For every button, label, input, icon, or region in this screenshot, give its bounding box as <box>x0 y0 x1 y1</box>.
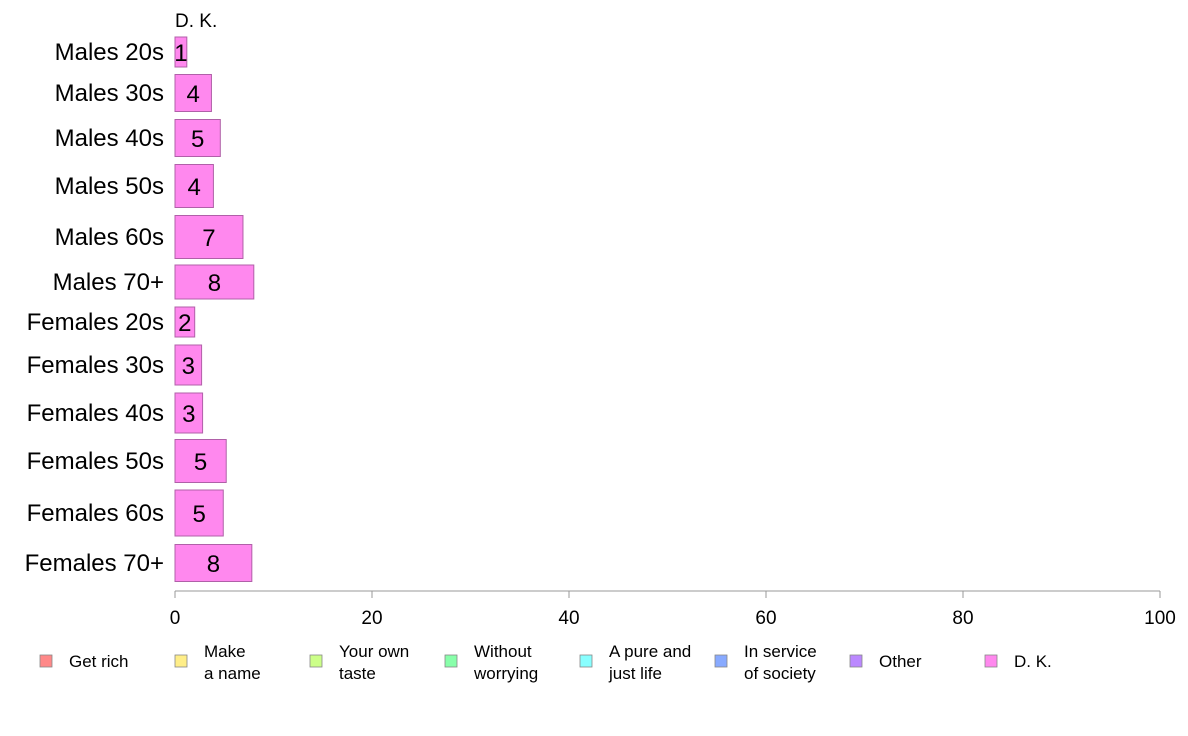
bar-segment <box>174 392 204 434</box>
legend-label: In service of society <box>744 642 817 683</box>
legend: Get rich Make a name Your own taste Without wo… <box>39 642 1052 683</box>
legend-label: A pure and just life <box>608 642 691 683</box>
bar-value-label: 3 <box>182 401 195 428</box>
bar-segment <box>174 74 212 112</box>
x-tick-label: 60 <box>755 608 776 629</box>
category-label: Males 70+ <box>53 269 164 296</box>
legend-label: D. K. <box>1014 652 1052 671</box>
legend-label: Other <box>879 652 922 671</box>
category-label: Females 50s <box>27 448 164 475</box>
legend-swatch <box>174 654 188 668</box>
legend-swatch <box>444 654 458 668</box>
bar-segment <box>174 164 214 208</box>
bar-value-label: 4 <box>187 81 200 108</box>
category-label: Males 30s <box>55 80 164 107</box>
bar-segment <box>174 36 188 68</box>
x-tick-label: 20 <box>361 608 382 629</box>
series-header-label: D. K. <box>175 11 217 32</box>
bar-value-label: 1 <box>174 40 187 67</box>
legend-swatch <box>309 654 323 668</box>
x-tick-label: 80 <box>952 608 973 629</box>
bar-value-label: 2 <box>178 310 191 337</box>
bar-segment <box>174 306 196 338</box>
bar-value-label: 8 <box>207 551 220 578</box>
bar-segment <box>174 264 255 300</box>
bar-value-label: 4 <box>188 174 201 201</box>
category-label: Females 40s <box>27 400 164 427</box>
bar-segment <box>174 344 203 386</box>
legend-label: Get rich <box>69 652 129 671</box>
x-tick-label: 0 <box>170 608 181 629</box>
category-label: Females 20s <box>27 309 164 336</box>
legend-swatch <box>849 654 863 668</box>
legend-label: Your own taste <box>339 642 409 683</box>
legend-swatch <box>714 654 728 668</box>
bar-value-label: 3 <box>182 353 195 380</box>
bar-segment <box>174 215 244 259</box>
x-axis: 0 20 40 60 80 100 <box>170 590 1176 629</box>
legend-swatch <box>984 654 998 668</box>
x-tick-label: 40 <box>558 608 579 629</box>
bar-segment <box>174 119 221 157</box>
bar-group: Males 20s 1 Males 30s 4 Males 40s 5 Males 50s 4… <box>25 36 255 582</box>
category-label: Females 70+ <box>25 550 164 577</box>
legend-label: Make a name <box>204 642 261 683</box>
category-label: Males 50s <box>55 173 164 200</box>
category-label: Males 40s <box>55 125 164 152</box>
bar-segment <box>174 439 227 483</box>
legend-label: Without worrying <box>473 642 538 683</box>
category-label: Males 20s <box>55 39 164 66</box>
bar-value-label: 5 <box>191 126 204 153</box>
bar-segment <box>174 544 253 582</box>
legend-swatch <box>579 654 593 668</box>
bar-value-label: 5 <box>194 449 207 476</box>
x-tick-label: 100 <box>1144 608 1176 629</box>
bar-value-label: 8 <box>208 270 221 297</box>
bar-value-label: 7 <box>202 225 215 252</box>
category-label: Males 60s <box>55 224 164 251</box>
bar-segment <box>174 489 224 537</box>
bar-value-label: 5 <box>192 501 205 528</box>
legend-swatch <box>39 654 53 668</box>
category-label: Females 30s <box>27 352 164 379</box>
category-label: Females 60s <box>27 500 164 527</box>
